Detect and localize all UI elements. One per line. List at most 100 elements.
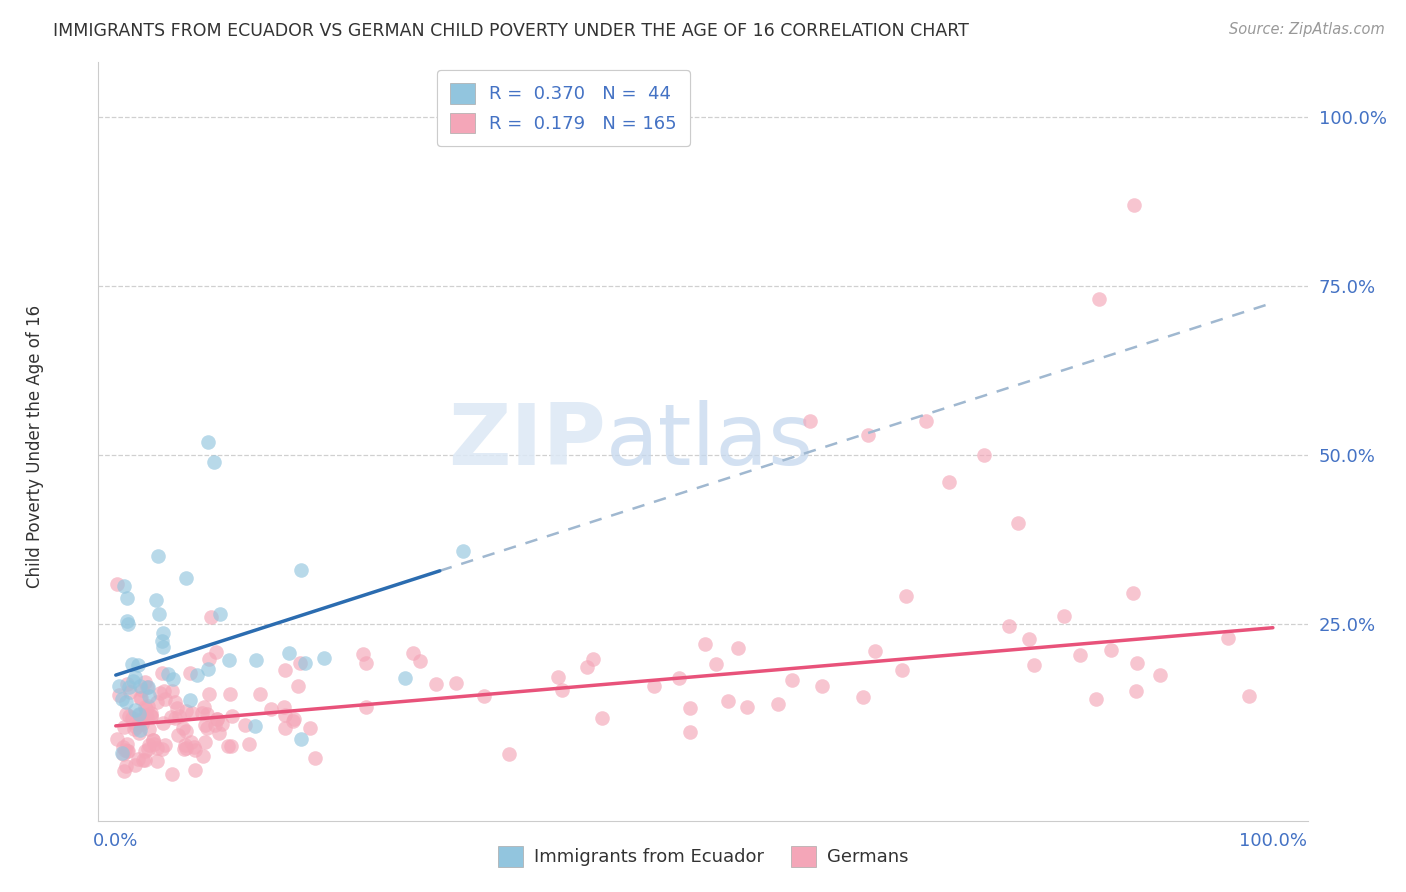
Point <box>150 666 173 681</box>
Point <box>184 743 207 757</box>
Point <box>799 414 821 428</box>
Point <box>108 688 131 702</box>
Point <box>150 741 173 756</box>
Point <box>198 687 221 701</box>
Point <box>111 739 134 754</box>
Point <box>172 721 194 735</box>
Point <box>180 734 202 748</box>
Point <box>112 747 135 762</box>
Point <box>863 644 886 658</box>
Point <box>136 710 159 724</box>
Point <box>1018 632 1040 646</box>
Point <box>218 688 240 702</box>
Point <box>194 735 217 749</box>
Point <box>129 690 152 705</box>
Point <box>591 711 613 725</box>
Point <box>136 680 159 694</box>
Point <box>1149 668 1171 682</box>
Point <box>183 739 205 754</box>
Point <box>162 672 184 686</box>
Point <box>180 706 202 721</box>
Point <box>117 614 139 628</box>
Point <box>127 658 149 673</box>
Point <box>273 663 295 677</box>
Point <box>1007 516 1029 530</box>
Point <box>238 737 260 751</box>
Point <box>131 716 153 731</box>
Text: ZIP: ZIP <box>449 400 606 483</box>
Point <box>156 666 179 681</box>
Point <box>124 720 146 734</box>
Point <box>1123 197 1146 211</box>
Legend: R =  0.370   N =  44, R =  0.179   N = 165: R = 0.370 N = 44, R = 0.179 N = 165 <box>437 70 689 146</box>
Point <box>354 657 377 671</box>
Point <box>894 589 917 603</box>
Point <box>679 701 702 715</box>
Point <box>124 703 146 717</box>
Point <box>148 549 170 563</box>
Point <box>127 717 149 731</box>
Point <box>197 662 219 676</box>
Point <box>394 672 416 686</box>
Point <box>183 764 205 778</box>
Point <box>1084 691 1107 706</box>
Point <box>973 448 995 462</box>
Point <box>402 646 425 660</box>
Point <box>668 671 690 685</box>
Point <box>245 653 267 667</box>
Point <box>152 626 174 640</box>
Point <box>117 677 139 691</box>
Point <box>112 764 135 778</box>
Legend: Immigrants from Ecuador, Germans: Immigrants from Ecuador, Germans <box>491 838 915 874</box>
Point <box>780 673 803 688</box>
Point <box>152 715 174 730</box>
Point <box>138 742 160 756</box>
Point <box>132 753 155 767</box>
Point <box>145 593 167 607</box>
Point <box>131 683 153 698</box>
Point <box>124 716 146 731</box>
Point <box>352 647 374 661</box>
Point <box>121 657 143 671</box>
Point <box>117 709 139 723</box>
Point <box>914 414 936 428</box>
Point <box>727 640 749 655</box>
Point <box>115 695 138 709</box>
Point <box>135 702 157 716</box>
Point <box>167 728 190 742</box>
Point <box>735 699 758 714</box>
Point <box>108 679 131 693</box>
Point <box>128 707 150 722</box>
Point <box>195 706 218 721</box>
Point <box>115 737 138 751</box>
Point <box>152 640 174 654</box>
Point <box>204 718 226 732</box>
Point <box>160 766 183 780</box>
Point <box>163 695 186 709</box>
Point <box>208 607 231 621</box>
Point <box>174 741 197 756</box>
Point <box>142 733 165 747</box>
Point <box>195 721 218 735</box>
Point <box>150 634 173 648</box>
Point <box>114 759 136 773</box>
Point <box>115 706 138 721</box>
Point <box>290 562 312 576</box>
Point <box>679 725 702 739</box>
Point <box>134 743 156 757</box>
Point <box>163 711 186 725</box>
Point <box>117 744 139 758</box>
Point <box>173 738 195 752</box>
Point <box>704 657 727 672</box>
Point <box>283 712 305 726</box>
Point <box>1125 684 1147 698</box>
Point <box>202 455 225 469</box>
Point <box>446 676 468 690</box>
Point <box>129 679 152 693</box>
Point <box>1122 586 1144 600</box>
Point <box>498 747 520 761</box>
Point <box>891 663 914 677</box>
Point <box>166 700 188 714</box>
Point <box>693 637 716 651</box>
Point <box>110 746 132 760</box>
